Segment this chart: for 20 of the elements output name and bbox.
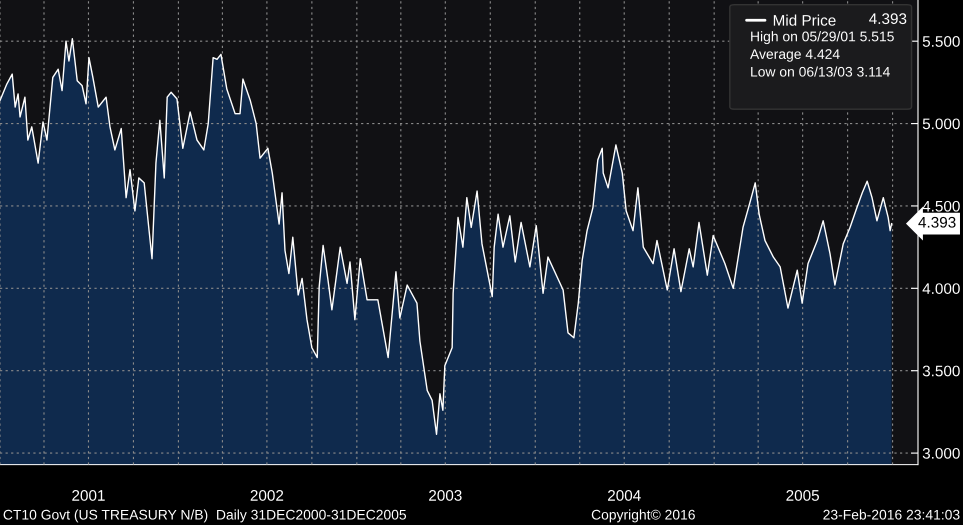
y-tick-label: 4.500: [922, 200, 960, 212]
y-tick-label: 5.000: [922, 118, 960, 130]
y-tick-label: 5.500: [922, 36, 960, 47]
annotation: High on 05/29/01 5.515: [751, 31, 894, 44]
x-tick-label: 2003: [429, 490, 462, 501]
x-tick-label: 2005: [786, 490, 819, 501]
x-tick-label: 2001: [72, 490, 105, 501]
y-tick-label: 3.000: [922, 448, 960, 459]
y-tick-label: 4.000: [922, 283, 960, 294]
legend-label: Mid Price: [774, 14, 836, 26]
annotation: Low on 06/13/03 3.114: [751, 66, 890, 77]
text: CT10 Govt (US TREASURY N/B) Daily 31DEC2000-31DEC2005: [4, 509, 406, 522]
x-tick-label: 2004: [608, 490, 641, 501]
text: 23-Feb-2016 23:41:03: [823, 509, 960, 520]
annotation: 4.393: [869, 13, 906, 24]
x-tick-label: 2002: [250, 490, 284, 501]
annotation: Average 4.424: [750, 49, 840, 62]
text: Copyright© 2016: [592, 509, 695, 522]
y-tick-label: 3.500: [922, 366, 960, 376]
annotation: 4.393: [918, 216, 956, 228]
